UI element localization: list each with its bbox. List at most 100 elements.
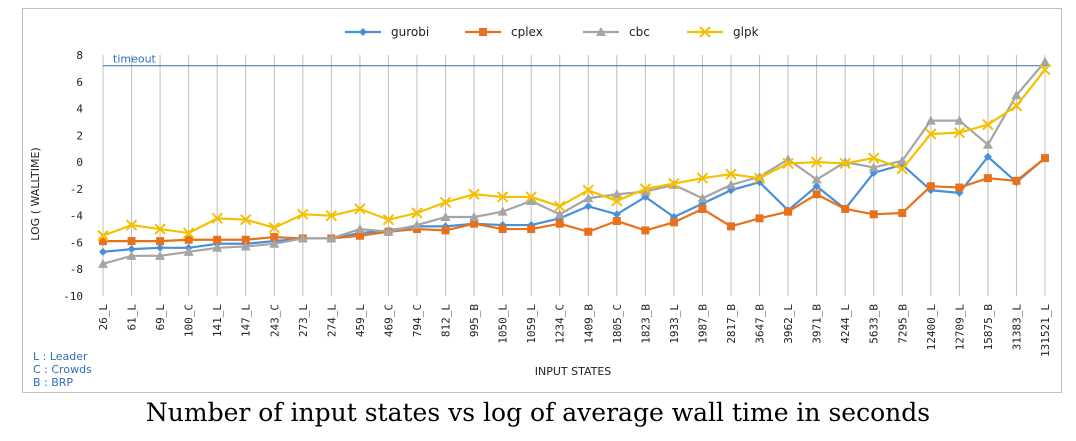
- data-point: [982, 118, 994, 131]
- data-point: [896, 163, 908, 175]
- data-point-stroke: [182, 227, 195, 239]
- data-point: [1040, 56, 1050, 66]
- data-point: [354, 203, 366, 215]
- x-tick-label: 4244_L: [839, 304, 852, 344]
- data-point: [983, 152, 992, 161]
- x-tick-label: 812_L: [440, 304, 453, 337]
- x-tick-label: 995_B: [468, 304, 481, 337]
- x-tick-label: 1234_C: [554, 304, 567, 344]
- data-point: [1039, 64, 1051, 76]
- data-point: [98, 258, 108, 268]
- data-point: [612, 210, 621, 219]
- data-point: [155, 250, 166, 260]
- data-point: [240, 213, 252, 226]
- data-point: [99, 247, 107, 256]
- x-tick-label: 1059_L: [525, 304, 538, 344]
- series-layer: [97, 56, 1051, 268]
- note-crowds: C : Crowds: [33, 363, 92, 376]
- y-tick-label: 6: [76, 76, 83, 89]
- data-point: [125, 219, 138, 231]
- data-point: [212, 242, 223, 252]
- data-point-stroke: [154, 223, 166, 235]
- timeout-label: timeout: [113, 53, 157, 66]
- x-tick-label: 1987_B: [696, 304, 709, 344]
- data-point-stroke: [554, 200, 566, 213]
- data-point: [525, 191, 537, 203]
- note-brp: B : BRP: [33, 376, 73, 389]
- x-tick-label: 1805_C: [611, 304, 624, 344]
- data-point-stroke: [611, 195, 623, 207]
- data-point: [269, 238, 280, 248]
- data-point: [213, 235, 222, 244]
- data-point: [99, 237, 107, 246]
- data-point: [926, 182, 935, 191]
- x-tick-label: 3647_B: [754, 304, 767, 344]
- data-point: [726, 179, 736, 189]
- y-tick-label: -10: [63, 290, 83, 303]
- data-point: [811, 174, 822, 184]
- x-tick-label: 147_L: [240, 304, 253, 337]
- x-tick-label: 69_L: [154, 304, 167, 331]
- data-point: [240, 241, 251, 251]
- data-point-stroke: [211, 212, 223, 225]
- data-point: [241, 235, 250, 244]
- series-line-glpk: [102, 69, 1046, 237]
- data-point: [359, 28, 367, 36]
- data-point: [983, 174, 992, 183]
- chart-frame: timeout 26_L 61_L 69_L 100_C 141_L 147_L 243_C…: [22, 8, 1062, 393]
- data-point: [696, 172, 709, 184]
- note-leader: L : Leader: [33, 350, 88, 363]
- data-point-stroke: [982, 118, 994, 131]
- data-point: [782, 157, 794, 170]
- data-point: [596, 27, 606, 36]
- data-point: [698, 204, 707, 213]
- data-point: [839, 157, 851, 170]
- data-point-stroke: [382, 213, 395, 226]
- data-point: [697, 193, 708, 203]
- data-point: [382, 213, 395, 226]
- data-point: [441, 226, 450, 235]
- grid-layer: timeout: [102, 53, 1051, 296]
- data-point: [439, 196, 452, 208]
- x-tick-label: 1409_B: [582, 304, 595, 344]
- data-point: [554, 209, 565, 219]
- x-tick-label: 1050_L: [497, 304, 510, 344]
- legend-label: gurobi: [391, 25, 429, 39]
- data-point: [954, 115, 965, 125]
- data-point: [554, 200, 566, 213]
- legend-item-glpk: glpk: [687, 25, 759, 39]
- data-point: [297, 208, 309, 221]
- x-axis-title: INPUT STATES: [535, 365, 612, 378]
- data-point: [154, 223, 166, 235]
- series-line-cplex: [103, 157, 1046, 243]
- legend: gurobi cplex cbc glpk: [345, 25, 759, 39]
- legend-label: cbc: [629, 25, 650, 39]
- data-point: [270, 233, 279, 242]
- x-tick-label: 1823_B: [639, 304, 652, 344]
- data-point-stroke: [411, 207, 423, 219]
- data-point-stroke: [1039, 64, 1051, 76]
- x-tick-label: 274_L: [325, 304, 338, 337]
- data-point: [584, 227, 593, 236]
- data-point: [1010, 100, 1023, 112]
- data-point-stroke: [639, 183, 652, 195]
- data-point-stroke: [297, 208, 309, 221]
- data-point: [498, 225, 507, 234]
- line-chart: timeout 26_L 61_L 69_L 100_C 141_L 147_L 243_C…: [29, 25, 1052, 389]
- data-point: [641, 226, 650, 235]
- data-point: [411, 207, 423, 219]
- data-point: [841, 204, 850, 213]
- x-tick-label: 7295_B: [896, 304, 909, 344]
- x-tick-label: 459_L: [354, 304, 367, 337]
- y-axis-title: LOG ( WALLTIME): [29, 147, 42, 240]
- data-point-stroke: [496, 191, 509, 203]
- series-glpk: [97, 64, 1051, 242]
- data-point: [127, 245, 136, 254]
- x-tick-label: 100_C: [183, 304, 196, 337]
- y-tick-label: 2: [76, 129, 83, 142]
- data-point: [725, 168, 737, 180]
- data-point-stroke: [925, 128, 937, 140]
- x-tick-label: 26_L: [97, 304, 110, 331]
- x-tick-label: 5633_B: [868, 304, 881, 344]
- data-point-stroke: [354, 203, 366, 215]
